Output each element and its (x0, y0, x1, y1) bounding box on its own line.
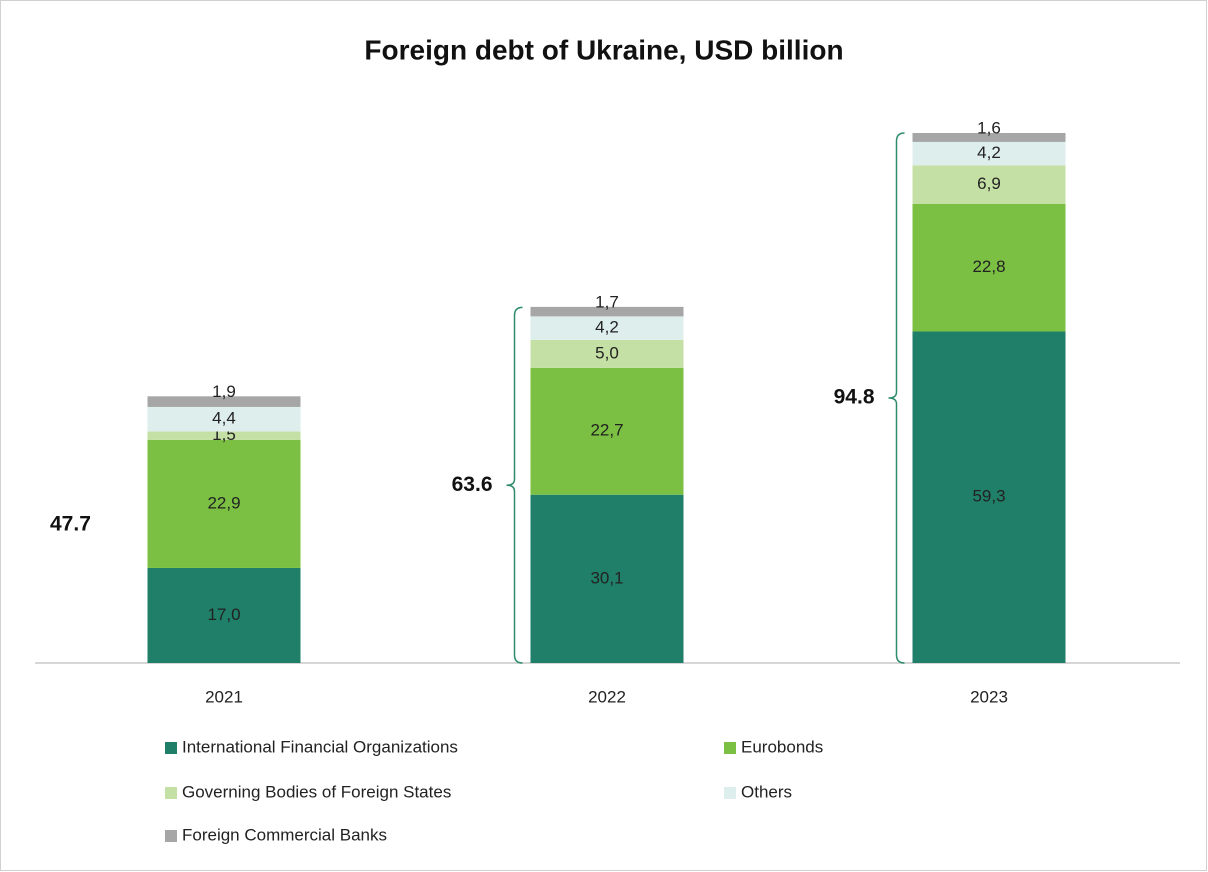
bar-segment (912, 331, 1066, 663)
brace (506, 306, 523, 664)
data-label: 1,7 (595, 292, 619, 311)
legend-label: Governing Bodies of Foreign States (182, 782, 451, 801)
bar-segment (530, 367, 684, 495)
data-label: 5,0 (595, 343, 619, 362)
bar-segment (147, 439, 301, 568)
total-label: 94.8 (834, 386, 875, 409)
data-label: 17,0 (207, 605, 240, 624)
bar-segment (147, 406, 301, 432)
data-label: 22,7 (590, 421, 623, 440)
total-label: 63.6 (452, 473, 493, 496)
bar-segment (912, 141, 1066, 166)
legend-label: Foreign Commercial Banks (182, 825, 387, 844)
data-label: 6,9 (977, 174, 1001, 193)
brace (888, 132, 905, 664)
total-label: 47.7 (50, 513, 91, 536)
data-label: 22,8 (972, 257, 1005, 276)
legend-swatch (724, 742, 736, 754)
x-tick-label: 2021 (205, 687, 243, 706)
data-label: 4,2 (595, 318, 619, 337)
bar-segment (530, 316, 684, 340)
data-label: 1,6 (977, 118, 1001, 137)
bar-segment (530, 306, 684, 317)
data-label: 22,9 (207, 493, 240, 512)
bar-segment (912, 133, 1066, 142)
x-tick-label: 2022 (588, 687, 626, 706)
data-label: 4,4 (212, 409, 236, 428)
legend-swatch (724, 787, 736, 799)
legend-label: Others (741, 782, 792, 801)
bar-segment (147, 396, 301, 407)
bar-segment (147, 431, 301, 440)
data-label: 4,2 (977, 143, 1001, 162)
data-label: 59,3 (972, 487, 1005, 506)
legend-swatch (165, 742, 177, 754)
bar-segment (530, 494, 684, 663)
legend-swatch (165, 830, 177, 842)
bar-segment (912, 204, 1066, 332)
chart-title: Foreign debt of Ukraine, USD billion (364, 34, 843, 65)
legend-label: International Financial Organizations (182, 737, 458, 756)
legend-swatch (165, 787, 177, 799)
legend-label: Eurobonds (741, 737, 823, 756)
data-label: 1,9 (212, 382, 236, 401)
x-tick-label: 2023 (970, 687, 1008, 706)
data-label: 30,1 (590, 568, 623, 587)
bar-segment (912, 165, 1066, 205)
bar-segment (147, 567, 301, 663)
bar-segment (530, 339, 684, 368)
